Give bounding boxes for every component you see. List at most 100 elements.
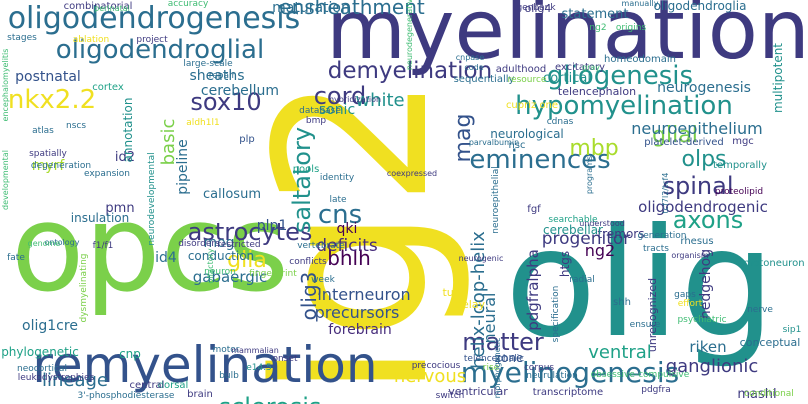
cloud-word: progenitor — [542, 229, 631, 249]
cloud-word: platelet-derived — [644, 137, 724, 148]
cloud-word: temporally — [713, 160, 767, 171]
cloud-word: cord — [314, 82, 367, 110]
cloud-word: myelination — [326, 0, 808, 78]
cloud-word: developmental — [1, 150, 10, 210]
cloud-word: combinatorial — [64, 1, 133, 12]
cloud-word: precursors — [315, 303, 400, 322]
cloud-word: neural — [480, 293, 499, 344]
cloud-word: multipotent — [771, 43, 785, 113]
cloud-word: interneuron — [317, 285, 410, 304]
cloud-word: origins — [616, 23, 647, 33]
cloud-word: corpus — [524, 363, 555, 373]
cloud-word: precocious — [412, 361, 461, 371]
cloud-word: effort — [678, 299, 703, 309]
cloud-word: conduction — [188, 249, 254, 263]
cloud-word: onset — [273, 354, 298, 364]
cloud-word: rise — [483, 363, 500, 373]
cloud-word: resource — [508, 75, 547, 85]
cloud-word: tremors — [598, 227, 645, 241]
cloud-word: brain — [187, 389, 213, 400]
cloud-word: helix-loop-helix — [468, 231, 489, 369]
cloud-word: neocortical — [17, 364, 67, 374]
cloud-word: plp1 — [257, 218, 288, 234]
cloud-word: motoneuron — [743, 258, 804, 269]
cloud-word: week — [311, 275, 335, 285]
cloud-word: understood — [579, 219, 625, 228]
cloud-word: stages — [7, 33, 37, 43]
cloud-word: programs — [585, 156, 594, 194]
cloud-word: nkx2.2 — [8, 85, 96, 115]
cloud-word: telencephalon — [558, 85, 636, 98]
cloud-word: cerebellar — [543, 223, 603, 237]
cloud-word: glial — [652, 123, 698, 148]
cloud-word: organism — [671, 251, 708, 260]
cloud-word: cnpase — [456, 53, 485, 62]
cloud-word: neuroepithelium — [631, 119, 762, 138]
cloud-word: proteolipid — [715, 187, 763, 197]
cloud-word: oligodendrogenesis — [8, 1, 301, 36]
cloud-word: e14.5 — [246, 363, 272, 373]
cloud-word: specification — [551, 286, 561, 343]
cloud-word: zone — [495, 351, 524, 365]
cloud-word: pipeline — [175, 139, 191, 195]
cloud-word: ontology — [45, 238, 80, 247]
cloud-word: olig4 — [525, 2, 552, 15]
cloud-word: code — [464, 63, 483, 72]
cloud-word: homeodomain — [604, 54, 676, 65]
cloud-word: gabaergic — [193, 268, 268, 286]
cloud-word: ventricular — [448, 385, 508, 398]
cloud-word: sonic — [319, 102, 355, 118]
cloud-word: neurogenic — [459, 254, 504, 263]
cloud-word: htgs — [558, 251, 572, 277]
cloud-word: radial — [569, 275, 594, 285]
cloud-word: ventral — [588, 342, 652, 363]
cloud-word: white — [355, 90, 404, 111]
cloud-word: myelinogenesis — [461, 356, 679, 389]
cloud-word: dorsal — [158, 380, 189, 391]
cloud-word: motor — [212, 345, 239, 355]
cloud-word: oligodendroglial — [56, 35, 264, 65]
cloud-word: expansion — [84, 169, 130, 179]
cloud-word: bmp — [306, 116, 326, 126]
cloud-word: genbank — [516, 3, 556, 13]
cloud-word: ganglionic — [666, 356, 759, 377]
cloud-word: fate — [7, 253, 25, 263]
cloud-word: cdnas — [547, 117, 574, 127]
cloud-word: neuron — [204, 267, 236, 277]
cloud-word: perinatal — [94, 4, 130, 13]
cloud-word: restricted — [217, 240, 260, 250]
cloud-word: gray — [582, 63, 600, 72]
cloud-word: dysmyelinating — [79, 253, 89, 322]
cloud-word: pdgfralpha — [524, 249, 542, 331]
cloud-word: insulation — [71, 211, 129, 225]
cloud-word: olps — [682, 147, 727, 172]
cloud-word: astrocytes — [188, 218, 313, 246]
cloud-word: neuroepithelial — [491, 166, 501, 234]
cloud-word: cortex — [92, 82, 124, 93]
cloud-word: olig1cre — [22, 318, 78, 334]
cloud-word: sip1 — [783, 325, 802, 335]
cloud-word: nerve — [747, 305, 773, 315]
cloud-word: 3'-phosphodiesterase — [78, 391, 175, 401]
cloud-word: bulb — [219, 371, 239, 381]
cloud-word: late — [329, 195, 347, 205]
cloud-word: searchable — [548, 215, 598, 225]
cloud-word: annotation — [121, 98, 135, 163]
cloud-word: unrecognized — [646, 278, 659, 352]
cloud-word: pmn — [105, 201, 134, 216]
cloud-word: forebrain — [328, 322, 392, 338]
cloud-word: conditional — [744, 389, 794, 399]
cloud-word: atlas — [32, 126, 54, 136]
cloud-word: tracts — [643, 244, 669, 254]
cloud-word: switch — [436, 391, 465, 401]
cloud-word: psychiatric — [677, 315, 726, 325]
cloud-word: fingerprint — [249, 269, 297, 279]
cloud-word: plp — [239, 134, 254, 145]
cloud-word: sox10 — [190, 88, 261, 116]
cloud-word: gliogenesis — [547, 61, 693, 91]
cloud-word: olig3 — [297, 272, 321, 321]
cloud-word: transcriptome — [533, 387, 603, 398]
cloud-word: nervous — [394, 366, 466, 387]
cloud-word: generation — [638, 231, 687, 241]
cloud-word: mog — [203, 235, 234, 251]
